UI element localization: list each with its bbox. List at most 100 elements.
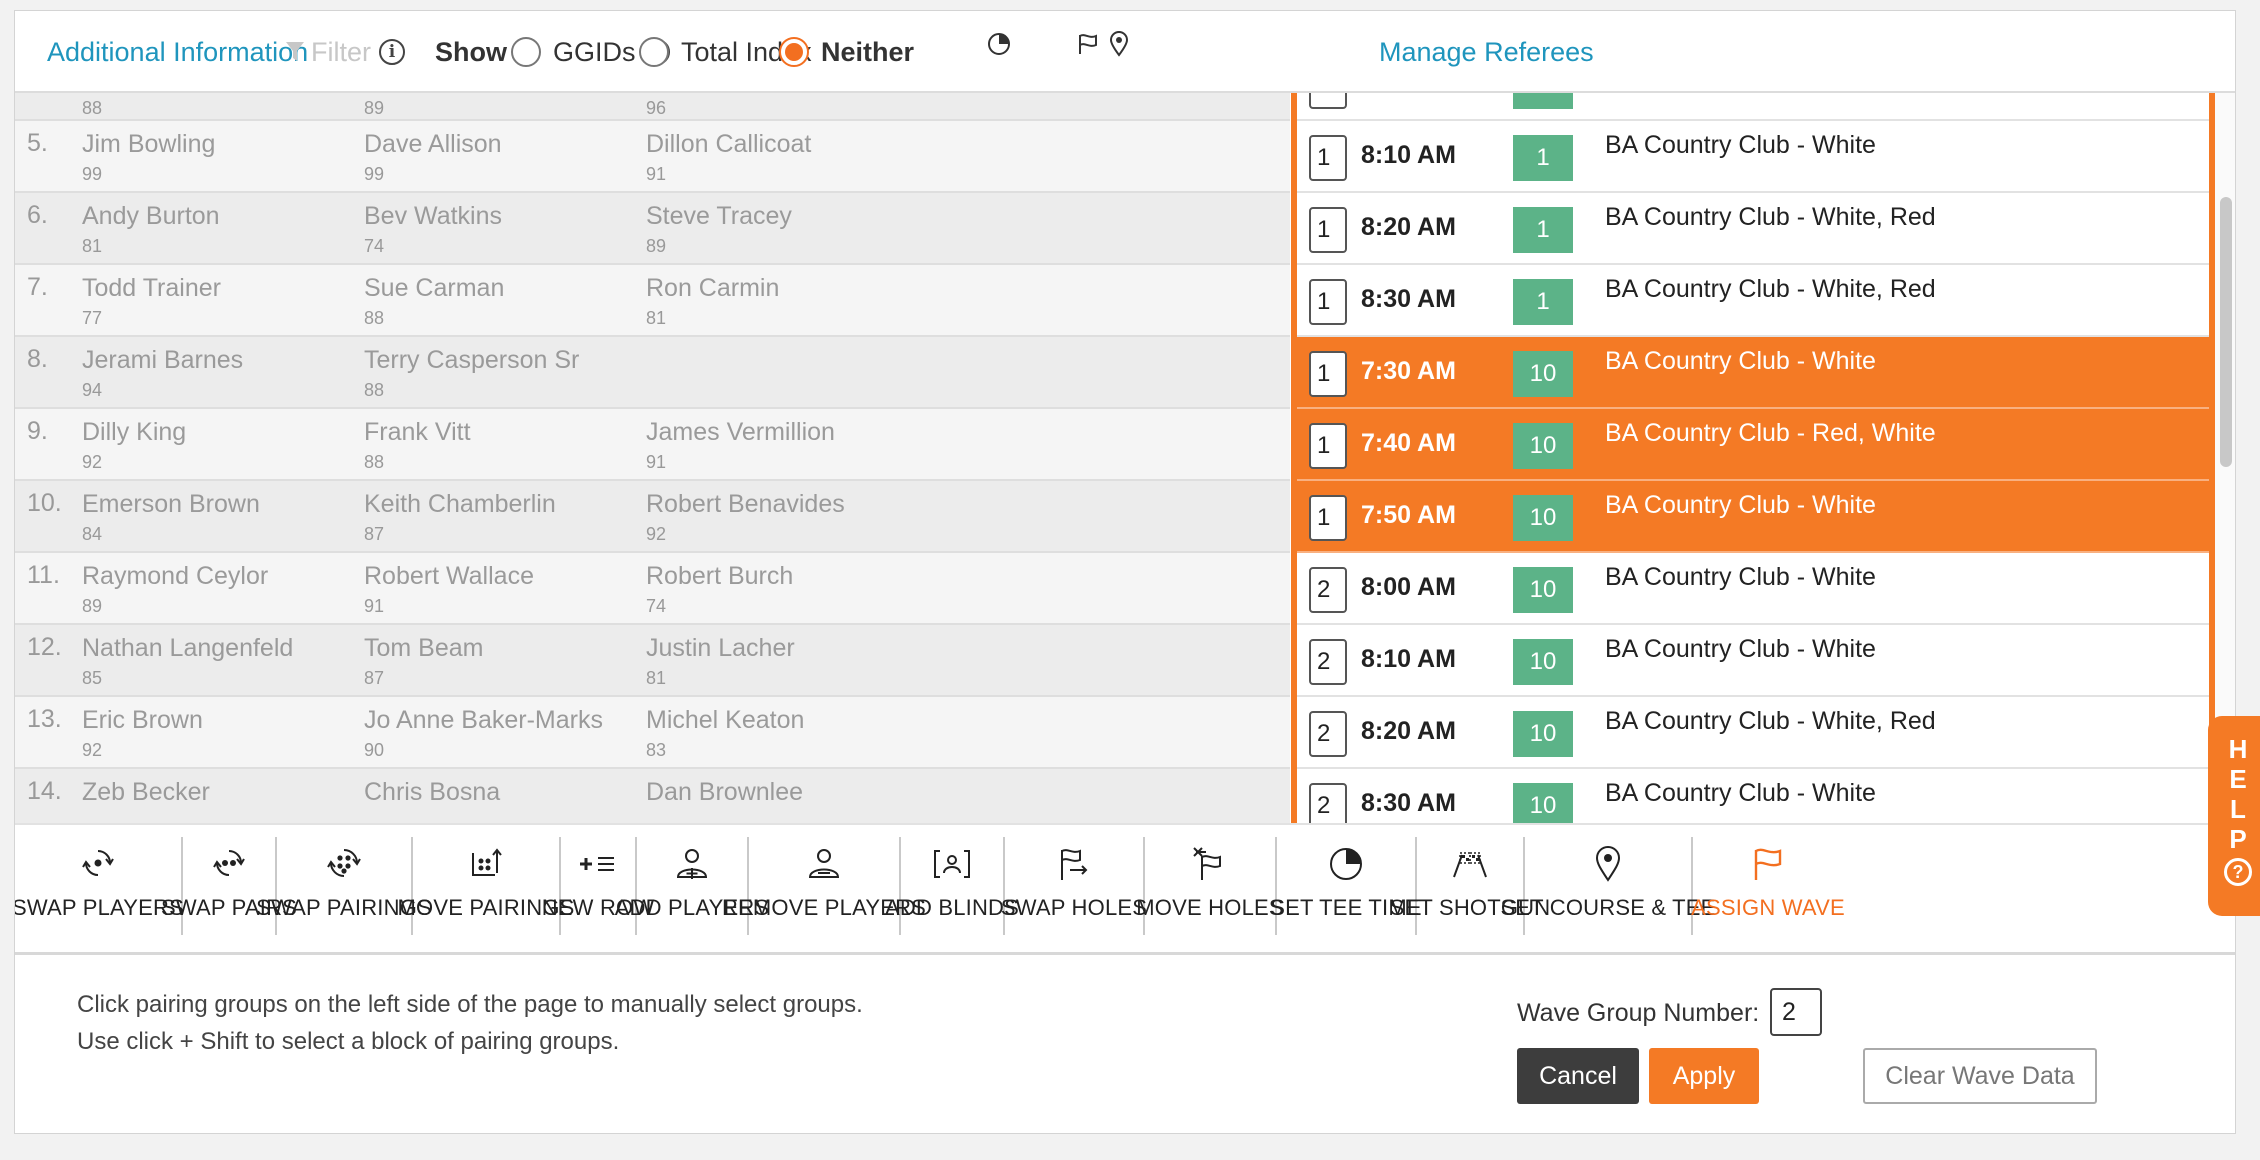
tool-set-shotgun-button[interactable]: SET SHOTGUN xyxy=(1390,837,1550,935)
wave-number-box[interactable]: 1 xyxy=(1309,351,1347,397)
player-cell[interactable]: Todd Trainer 77 xyxy=(82,273,221,329)
player-cell[interactable]: Justin Lacher 81 xyxy=(646,633,795,689)
scrollbar-thumb[interactable] xyxy=(2220,197,2232,467)
wave-group-input[interactable]: 2 xyxy=(1770,988,1822,1036)
tee-row[interactable]: 1 7:50 AM 10 BA Country Club - White xyxy=(1297,481,2209,553)
player-cell[interactable]: Robert Wallace 91 xyxy=(364,561,534,617)
clear-wave-data-button[interactable]: Clear Wave Data xyxy=(1863,1048,2097,1104)
tee-row[interactable]: 1 8:10 AM 1 BA Country Club - White xyxy=(1297,121,2209,193)
apply-button[interactable]: Apply xyxy=(1649,1048,1759,1104)
player-name: Jerami Barnes xyxy=(82,346,244,374)
player-cell[interactable]: Robert Benavides 92 xyxy=(646,489,845,545)
tool-set-tee-time-button[interactable]: SET TEE TIME xyxy=(1270,837,1422,935)
table-row[interactable]: 10. Emerson Brown 84 Keith Chamberlin 87 Robe… xyxy=(15,481,1290,553)
help-tab[interactable]: H E L P ? xyxy=(2208,716,2260,916)
tool-label: MOVE PAIRINGS xyxy=(397,895,575,920)
tee-row[interactable]: 1 8:30 AM 1 BA Country Club - White, Red xyxy=(1297,265,2209,337)
table-row[interactable]: 12. Nathan Langenfeld 85 Tom Beam 87 Justin L… xyxy=(15,625,1290,697)
wave-number-box[interactable]: 1 xyxy=(1309,495,1347,541)
tee-row[interactable]: 1 7:30 AM 10 BA Country Club - White xyxy=(1297,337,2209,409)
tool-move-pairings-button[interactable]: MOVE PAIRINGS xyxy=(398,837,574,935)
start-hole-badge: 1 xyxy=(1513,135,1573,181)
player-cell[interactable]: Jo Anne Baker-Marks 90 xyxy=(364,705,603,761)
player-cell[interactable]: Terry Casperson Sr 88 xyxy=(364,345,579,401)
player-index: 85 xyxy=(82,668,103,688)
player-cell[interactable]: Sue Carman 88 xyxy=(364,273,504,329)
table-row[interactable]: 5. Jim Bowling 99 Dave Allison 99 Dillon Call… xyxy=(15,121,1290,193)
manage-referees-link[interactable]: Manage Referees xyxy=(1379,36,1594,67)
filter-info-icon[interactable]: i xyxy=(379,39,405,65)
help-question-icon: ? xyxy=(2224,858,2252,886)
radio-neither-label: Neither xyxy=(821,36,915,67)
player-cell[interactable]: Bev Watkins 74 xyxy=(364,201,502,257)
tool-new-row-button[interactable]: NEW ROW xyxy=(542,837,654,935)
additional-information-link[interactable]: Additional Information xyxy=(47,36,309,67)
tool-swap-pairs-button[interactable]: SWAP PAIRS xyxy=(161,837,297,935)
tee-row[interactable]: 1 8:20 AM 1 BA Country Club - White, Red xyxy=(1297,193,2209,265)
filter-button[interactable]: Filter i xyxy=(285,11,405,93)
tool-swap-holes-button[interactable]: SWAP HOLES xyxy=(1001,837,1147,935)
wave-number-box[interactable]: 1 xyxy=(1309,207,1347,253)
tee-row[interactable]: 2 8:20 AM 10 BA Country Club - White, Red xyxy=(1297,697,2209,769)
player-cell[interactable]: Jerami Barnes 94 xyxy=(82,345,243,401)
tee-row[interactable]: 2 8:00 AM 10 BA Country Club - White xyxy=(1297,553,2209,625)
player-cell[interactable]: Robert Burch 74 xyxy=(646,561,793,617)
location-pin-icon xyxy=(1594,837,1622,891)
player-cell[interactable]: Jim Bowling 99 xyxy=(82,129,215,185)
row-number: 13. xyxy=(27,705,62,733)
tool-label: REMOVE PLAYERS xyxy=(721,895,927,920)
tool-add-blinds-button[interactable]: ADD BLINDS xyxy=(885,837,1019,935)
wave-number-box[interactable]: 2 xyxy=(1309,567,1347,613)
player-cell[interactable]: Andy Burton 81 xyxy=(82,201,220,257)
tool-swap-pairings-button[interactable]: SWAP PAIRINGS xyxy=(256,837,432,935)
table-row[interactable]: 9. Dilly King 92 Frank Vitt 88 James Vermilli… xyxy=(15,409,1290,481)
table-row[interactable]: 7. Todd Trainer 77 Sue Carman 88 Ron Carmin 81 xyxy=(15,265,1290,337)
tool-set-course-tee-button[interactable]: SET COURSE & TEE xyxy=(1500,837,1715,935)
cancel-button[interactable]: Cancel xyxy=(1517,1048,1639,1104)
tool-add-players-button[interactable]: ADD PLAYERS xyxy=(615,837,769,935)
player-cell[interactable]: Dave Allison 99 xyxy=(364,129,502,185)
radio-ggids-circle[interactable] xyxy=(511,37,541,67)
radio-neither[interactable]: Neither xyxy=(779,11,914,93)
player-cell[interactable]: Dilly King 92 xyxy=(82,417,186,473)
player-cell[interactable]: Michel Keaton 83 xyxy=(646,705,804,761)
tee-row[interactable]: 2 8:10 AM 10 BA Country Club - White xyxy=(1297,625,2209,697)
player-cell[interactable]: Nathan Langenfeld 85 xyxy=(82,633,293,689)
wave-number-box[interactable]: 1 xyxy=(1309,423,1347,469)
player-cell[interactable]: Dillon Callicoat 91 xyxy=(646,129,811,185)
player-cell[interactable]: Dan Brownlee xyxy=(646,777,803,811)
wave-number-box[interactable]: 2 xyxy=(1309,783,1347,823)
player-cell[interactable]: Emerson Brown 84 xyxy=(82,489,260,545)
player-cell[interactable]: Steve Tracey 89 xyxy=(646,201,792,257)
tool-assign-wave-button[interactable]: ASSIGN WAVE xyxy=(1691,837,1845,935)
grid-scrollbar[interactable] xyxy=(2215,93,2235,823)
tool-swap-players-button[interactable]: SWAP PLAYERS xyxy=(15,837,184,935)
tee-row[interactable]: 2 8:30 AM 10 BA Country Club - White xyxy=(1297,769,2209,823)
wave-number-box[interactable]: 1 xyxy=(1309,279,1347,325)
radio-total-index-circle[interactable] xyxy=(639,37,669,67)
table-row[interactable]: 8. Jerami Barnes 94 Terry Casperson Sr 88 xyxy=(15,337,1290,409)
wave-number-box[interactable]: 2 xyxy=(1309,639,1347,685)
player-cell[interactable]: Chris Bosna xyxy=(364,777,500,811)
table-row[interactable]: 14. Zeb Becker Chris Bosna Dan Brownlee xyxy=(15,769,1290,823)
table-row[interactable]: 11. Raymond Ceylor 89 Robert Wallace 91 Rober… xyxy=(15,553,1290,625)
table-row[interactable]: 13. Eric Brown 92 Jo Anne Baker-Marks 90 Mich… xyxy=(15,697,1290,769)
table-row[interactable]: 6. Andy Burton 81 Bev Watkins 74 Steve Tracey… xyxy=(15,193,1290,265)
tool-remove-players-button[interactable]: REMOVE PLAYERS xyxy=(722,837,926,935)
radio-neither-circle[interactable] xyxy=(779,37,809,67)
player-cell[interactable]: James Vermillion 91 xyxy=(646,417,835,473)
player-cell[interactable]: Ron Carmin 81 xyxy=(646,273,779,329)
player-cell[interactable]: Eric Brown 92 xyxy=(82,705,203,761)
wave-number-box[interactable]: 2 xyxy=(1309,711,1347,757)
wave-number-box[interactable] xyxy=(1309,93,1347,109)
table-row-partial[interactable]: 88 89 96 xyxy=(15,93,1290,121)
player-cell[interactable]: Zeb Becker xyxy=(82,777,210,811)
wave-number-box[interactable]: 1 xyxy=(1309,135,1347,181)
player-cell[interactable]: Frank Vitt 88 xyxy=(364,417,471,473)
player-cell[interactable]: Raymond Ceylor 89 xyxy=(82,561,268,617)
tee-row-partial[interactable] xyxy=(1297,93,2209,121)
tee-row[interactable]: 1 7:40 AM 10 BA Country Club - Red, White xyxy=(1297,409,2209,481)
player-cell[interactable]: Tom Beam 87 xyxy=(364,633,483,689)
player-cell[interactable]: Keith Chamberlin 87 xyxy=(364,489,556,545)
tool-move-holes-button[interactable]: MOVE HOLES xyxy=(1136,837,1284,935)
